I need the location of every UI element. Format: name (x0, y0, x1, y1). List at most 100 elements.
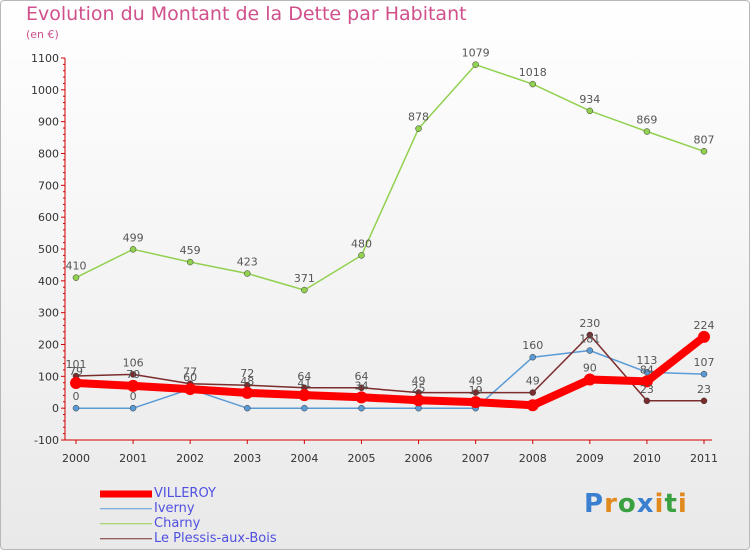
data-label-le-plessis-aux-bois: 23 (640, 383, 654, 396)
proxiti-logo: Proxiti (584, 489, 688, 519)
data-label-charny: 499 (123, 231, 144, 244)
data-label-iverny: 160 (522, 339, 543, 352)
data-label-iverny: 0 (130, 390, 137, 403)
data-label-villeroy: 41 (297, 377, 311, 390)
series-lines (72, 63, 708, 410)
data-label-iverny: 181 (579, 333, 600, 346)
y-tick-label: -100 (34, 434, 59, 447)
data-label-villeroy: 79 (69, 365, 83, 378)
x-tick-label: 2010 (633, 452, 661, 465)
data-label-villeroy: 48 (240, 375, 254, 388)
data-point-iverny (301, 404, 308, 412)
data-point-charny (129, 246, 137, 253)
series-points (70, 61, 710, 412)
data-label-charny: 480 (351, 237, 372, 250)
data-label-iverny: 107 (694, 356, 715, 369)
data-labels: 79 70 60 48 41 34 25 19 90 84 224 0 0 160 181 113 107 410… (66, 47, 715, 403)
y-tick-label: 400 (38, 275, 59, 288)
data-point-villeroy (469, 396, 482, 409)
data-point-le-plessis-aux-bois (643, 397, 651, 405)
logo-letter: r (604, 489, 618, 519)
data-point-charny (186, 258, 194, 266)
data-point-charny (415, 125, 422, 132)
chart-title: Evolution du Montant de la Dette par Hab… (26, 3, 467, 25)
data-label-villeroy: 25 (412, 382, 426, 395)
x-tick-label: 2005 (347, 452, 375, 465)
data-label-charny: 459 (180, 244, 201, 257)
x-tick-label: 2006 (405, 452, 433, 465)
data-point-iverny (586, 347, 594, 354)
y-tick-label: 0 (52, 402, 59, 415)
legend-label: Le Plessis-aux-Bois (154, 531, 277, 546)
x-tick-label: 2002 (176, 452, 204, 465)
data-label-charny: 1079 (462, 47, 490, 60)
legend-swatch (100, 507, 152, 510)
data-label-le-plessis-aux-bois: 77 (183, 366, 197, 379)
data-point-charny (529, 80, 536, 88)
data-point-villeroy (298, 389, 311, 402)
data-point-villeroy (184, 383, 197, 396)
data-point-iverny (358, 404, 365, 412)
data-label-villeroy: 19 (469, 384, 483, 397)
x-tick-label: 2004 (290, 452, 318, 465)
data-label-villeroy: 224 (694, 319, 715, 332)
data-point-villeroy (127, 379, 140, 392)
data-label-charny: 371 (294, 272, 315, 285)
data-point-charny (358, 252, 365, 259)
data-point-villeroy (640, 375, 653, 388)
data-label-le-plessis-aux-bois: 49 (469, 375, 483, 388)
data-point-villeroy (70, 377, 82, 390)
logo-letter: o (617, 489, 637, 519)
legend-swatch (100, 490, 152, 497)
data-point-charny (472, 61, 479, 68)
data-point-villeroy (526, 399, 539, 412)
data-point-le-plessis-aux-bois (586, 331, 594, 339)
data-point-iverny (700, 370, 708, 378)
logo-letter: t (664, 489, 678, 519)
data-label-charny: 1018 (519, 66, 547, 79)
data-label-charny: 807 (694, 133, 715, 146)
data-point-iverny (72, 404, 80, 412)
legend-label: Iverny (154, 501, 195, 516)
data-label-le-plessis-aux-bois: 23 (697, 383, 711, 396)
data-label-iverny: 113 (636, 354, 657, 367)
data-point-villeroy (583, 373, 596, 386)
data-label-charny: 423 (237, 256, 258, 269)
data-point-iverny (529, 353, 536, 361)
data-point-villeroy (355, 391, 368, 404)
data-label-iverny: 0 (73, 390, 80, 403)
y-tick-label: 300 (38, 307, 59, 320)
data-label-le-plessis-aux-bois: 49 (412, 375, 426, 388)
x-tick-label: 2007 (462, 452, 490, 465)
data-label-villeroy: 84 (640, 363, 654, 376)
x-tick-label: 2011 (690, 452, 718, 465)
data-label-charny: 878 (408, 111, 429, 124)
data-label-villeroy: 60 (183, 371, 197, 384)
chart-axes: -100010020030040050060070080090010001100… (31, 52, 718, 465)
data-point-iverny (643, 368, 651, 376)
data-point-charny (301, 286, 308, 294)
x-tick-label: 2001 (119, 452, 147, 465)
data-label-le-plessis-aux-bois: 64 (354, 370, 368, 383)
y-tick-label: 500 (38, 243, 59, 256)
data-point-charny (72, 274, 80, 281)
data-point-villeroy (241, 386, 254, 399)
legend-label: Charny (154, 516, 201, 531)
data-point-charny (586, 107, 594, 115)
y-tick-label: 600 (38, 211, 59, 224)
legend-label: VILLEROY (154, 486, 216, 501)
x-tick-label: 2008 (519, 452, 547, 465)
logo-letter: i (677, 489, 688, 519)
y-tick-label: 800 (38, 148, 59, 161)
logo-letter: i (654, 489, 665, 519)
legend-swatch (100, 522, 152, 525)
data-point-le-plessis-aux-bois (358, 384, 365, 392)
data-label-charny: 934 (579, 93, 600, 106)
data-point-le-plessis-aux-bois (700, 397, 708, 405)
data-point-le-plessis-aux-bois (129, 371, 137, 378)
series-line-le-plessis-aux-bois (75, 334, 705, 402)
data-point-charny (700, 148, 708, 155)
data-point-iverny (129, 404, 137, 412)
